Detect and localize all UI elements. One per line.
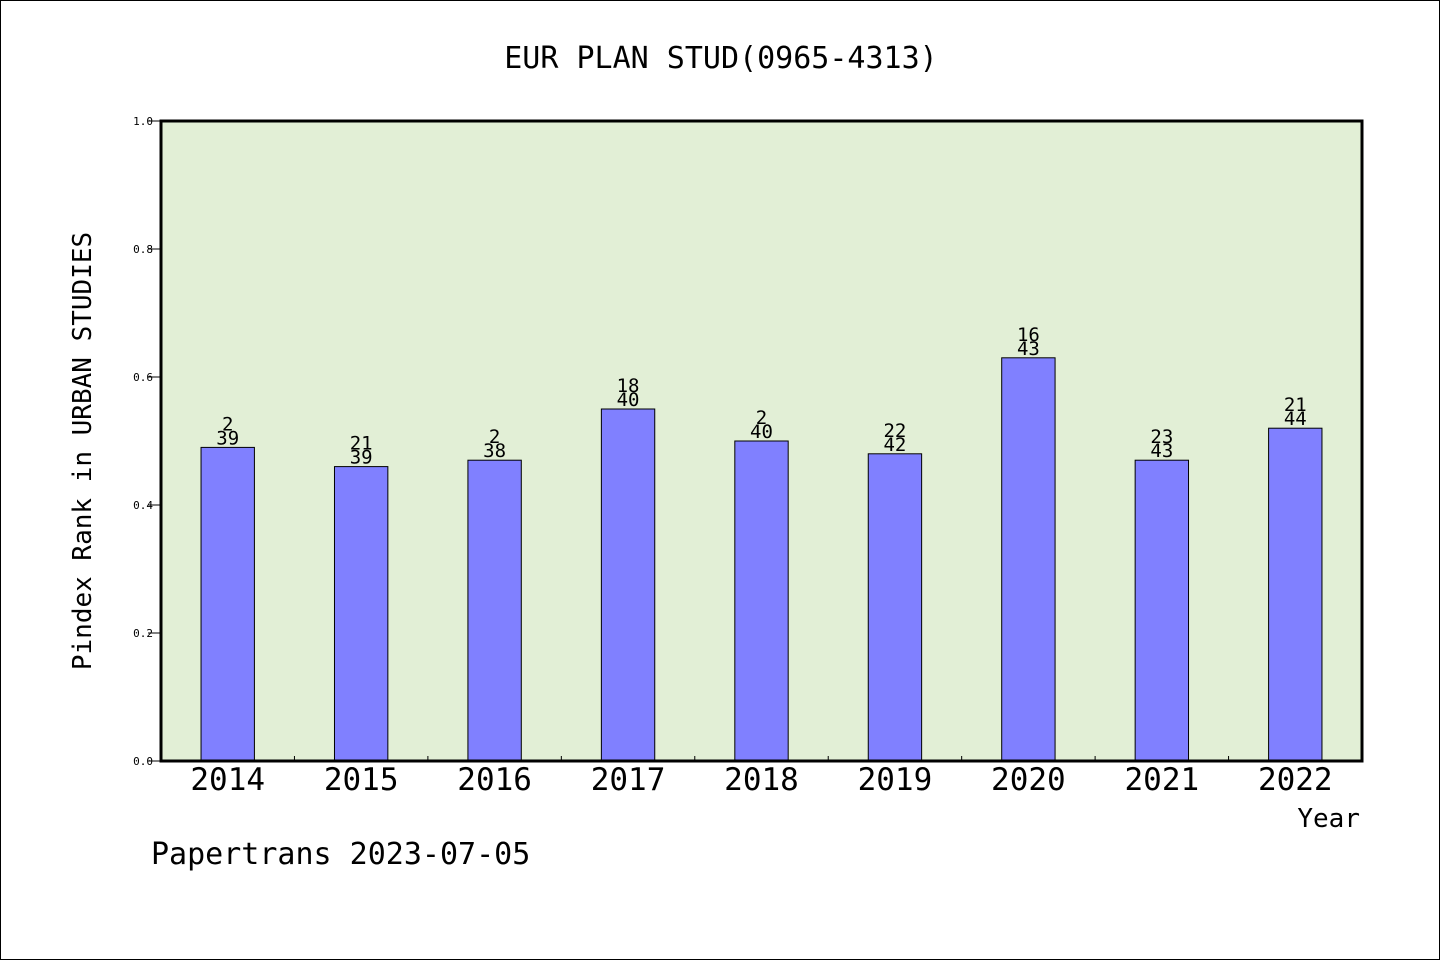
bar-total-label: 43: [1017, 338, 1040, 360]
x-axis: 2014 2015 2016 2017 2018 2019 2020 2021 2022: [190, 756, 1333, 798]
y-tick-label: 0.2: [133, 627, 153, 640]
y-tick-label: 0.4: [133, 499, 153, 512]
y-axis: 0.0 0.2 0.4 0.6 0.8 1.0: [133, 115, 161, 768]
x-tick-label: 2018: [724, 762, 799, 798]
bar-2014: [200, 446, 255, 762]
bar-2021: [1134, 459, 1190, 762]
y-axis-label: Pindex Rank in URBAN STUDIES: [68, 232, 98, 670]
bar-2020: [1001, 357, 1056, 762]
x-tick-label: 2017: [591, 762, 666, 798]
bars-group: [200, 357, 1323, 762]
bar-rank-label: 16: [1017, 324, 1040, 346]
bar-rank-label: 23: [1150, 426, 1173, 448]
x-axis-label: Year: [1297, 804, 1360, 834]
bar-2019: [867, 453, 923, 762]
x-tick-label: 2014: [190, 762, 265, 798]
x-tick-label: 2021: [1125, 762, 1200, 798]
bar-rank-label: 2: [489, 426, 500, 448]
bar-total-label: 38: [483, 440, 506, 462]
y-tick-label: 1.0: [133, 115, 153, 128]
bar-total-label: 39: [350, 447, 373, 469]
bar-rank-label: 21: [1284, 394, 1307, 416]
bar-total-label: 40: [617, 389, 640, 411]
plot-border: [159, 119, 1364, 763]
bar-2018: [734, 440, 789, 762]
footer-credit: Papertrans 2023-07-05: [151, 837, 530, 872]
y-tick-label: 0.0: [133, 755, 153, 768]
y-tick-label: 0.6: [133, 371, 153, 384]
bar-total-label: 39: [216, 427, 239, 449]
chart-title: EUR PLAN STUD(0965-4313): [504, 41, 937, 76]
bar-2015: [333, 466, 389, 762]
bar-total-label: 43: [1150, 440, 1173, 462]
bar-2017: [600, 408, 656, 762]
bar-total-label: 40: [750, 421, 773, 443]
y-tick-label: 0.8: [133, 243, 153, 256]
bar-rank-label: 18: [617, 375, 640, 397]
bar-total-label: 42: [883, 434, 906, 456]
x-tick-label: 2016: [457, 762, 532, 798]
bar-rank-label: 22: [883, 420, 906, 442]
x-tick-label: 2020: [991, 762, 1066, 798]
x-tick-label: 2022: [1258, 762, 1333, 798]
bar-2016: [467, 459, 522, 762]
x-tick-label: 2015: [324, 762, 399, 798]
bar-2022: [1268, 427, 1323, 762]
bar-rank-label: 21: [350, 433, 373, 455]
bar-total-label: 44: [1284, 408, 1307, 430]
x-tick-label: 2019: [858, 762, 933, 798]
bar-rank-label: 2: [756, 407, 767, 429]
bar-rank-label: 2: [222, 413, 233, 435]
